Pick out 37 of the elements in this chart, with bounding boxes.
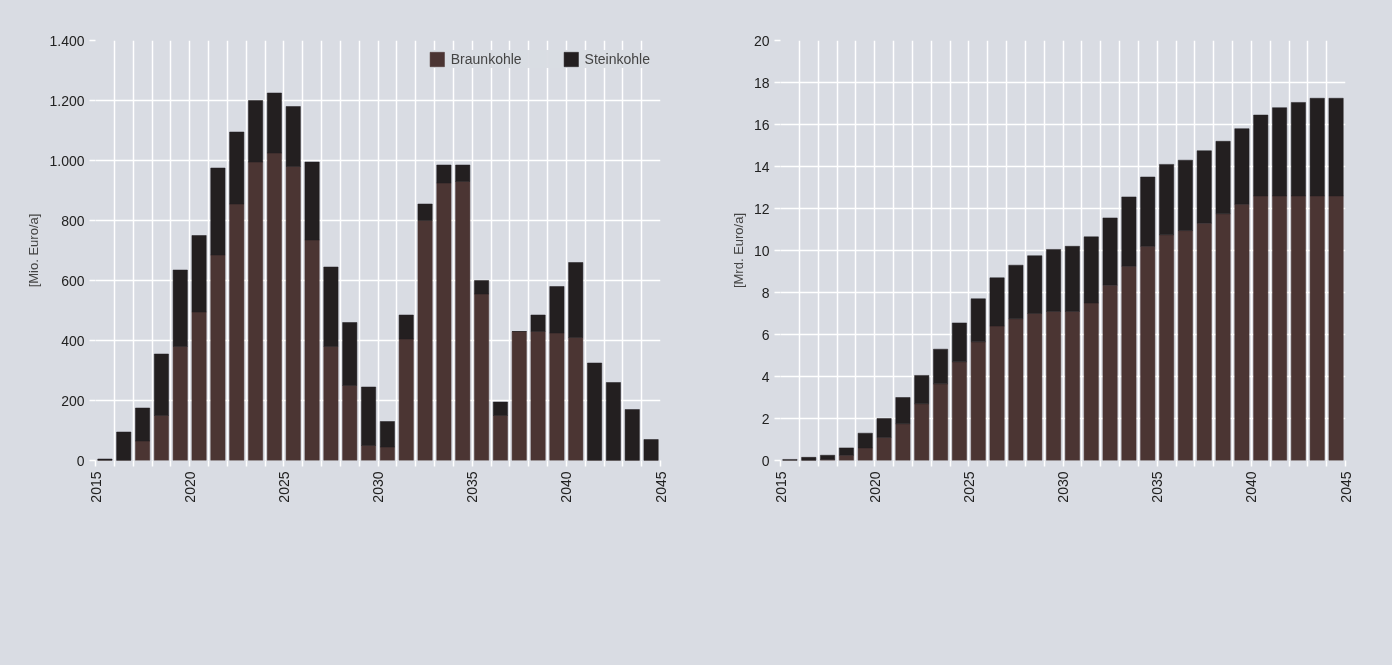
x-tick-label: 2045 bbox=[1337, 471, 1354, 503]
x-tick-label: 2030 bbox=[370, 471, 386, 503]
legend-label: Steinkohle bbox=[584, 51, 650, 67]
y-tick-label: 4 bbox=[761, 368, 770, 385]
y-tick-label: 1.400 bbox=[49, 32, 85, 49]
y-tick-label: 12 bbox=[753, 200, 770, 217]
y-tick-label: 6 bbox=[761, 326, 770, 343]
x-tick-label: 2030 bbox=[1055, 471, 1071, 503]
y-tick-label: 16 bbox=[753, 116, 770, 133]
x-tick-label: 2035 bbox=[1149, 471, 1166, 503]
y-tick-label: 2 bbox=[761, 410, 770, 427]
x-tick-label: 2015 bbox=[772, 471, 789, 503]
y-tick-label: 18 bbox=[753, 74, 770, 91]
y-tick-label: 400 bbox=[61, 332, 85, 349]
y-axis-title: [Mrd. Euro/a] bbox=[730, 212, 746, 289]
x-tick-label: 2025 bbox=[960, 471, 977, 503]
y-tick-label: 0 bbox=[76, 452, 85, 469]
y-tick-label: 14 bbox=[753, 158, 770, 175]
legend-label: Braunkohle bbox=[450, 51, 522, 67]
y-tick-label: 200 bbox=[61, 392, 85, 409]
x-tick-label: 2045 bbox=[652, 471, 669, 503]
x-tick-label: 2035 bbox=[464, 471, 481, 503]
x-tick-label: 2040 bbox=[558, 471, 575, 503]
x-tick-label: 2025 bbox=[275, 471, 292, 503]
y-tick-label: 10 bbox=[753, 242, 770, 259]
y-tick-label: 8 bbox=[761, 284, 770, 301]
y-tick-label: 1.000 bbox=[49, 152, 85, 169]
x-tick-label: 2020 bbox=[866, 471, 883, 503]
y-tick-label: 800 bbox=[61, 212, 85, 229]
y-tick-label: 600 bbox=[61, 272, 85, 289]
y-axis-title: [Mio. Euro/a] bbox=[26, 213, 42, 288]
x-tick-label: 2015 bbox=[87, 471, 104, 503]
y-tick-label: 0 bbox=[761, 452, 770, 469]
x-tick-label: 2040 bbox=[1243, 471, 1260, 503]
x-tick-label: 2020 bbox=[181, 471, 198, 503]
y-tick-label: 20 bbox=[753, 32, 770, 49]
y-tick-label: 1.200 bbox=[49, 92, 85, 109]
